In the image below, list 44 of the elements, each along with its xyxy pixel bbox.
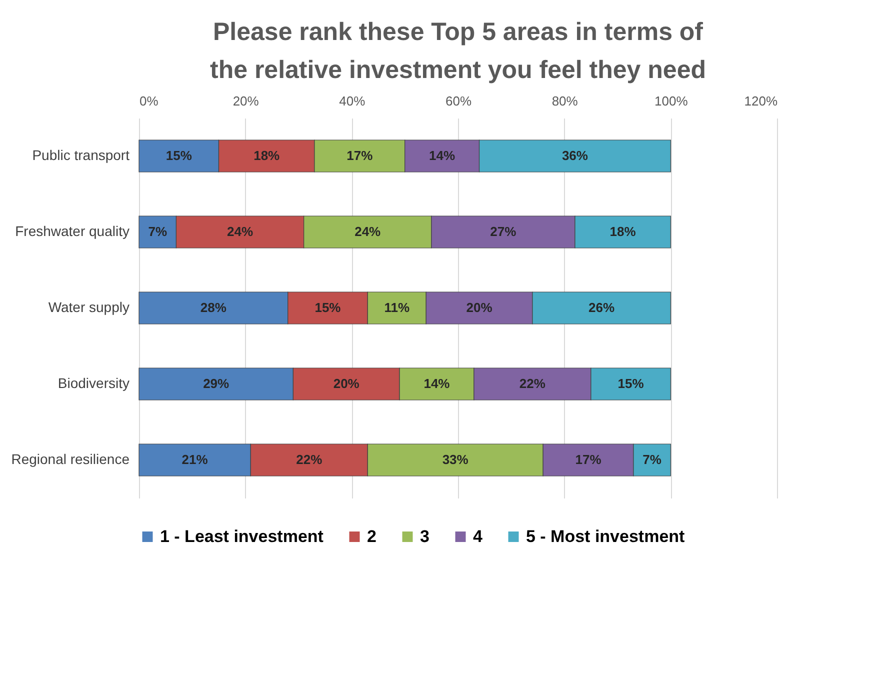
data-label: 20% xyxy=(333,376,360,391)
data-label: 27% xyxy=(490,224,517,239)
data-label: 24% xyxy=(354,224,382,239)
y-tick-label: Freshwater quality xyxy=(15,223,130,239)
data-label: 15% xyxy=(166,148,192,163)
data-label: 33% xyxy=(442,452,469,467)
data-label: 18% xyxy=(610,224,636,239)
legend-label: 2 xyxy=(367,526,376,546)
x-tick-label: 0% xyxy=(140,94,159,108)
data-label: 22% xyxy=(296,452,323,467)
data-label: 17% xyxy=(346,148,374,163)
data-label: 29% xyxy=(203,376,230,391)
data-label: 15% xyxy=(314,300,342,315)
x-tick-label: 60% xyxy=(445,94,472,108)
x-tick-label: 20% xyxy=(232,94,260,108)
data-label: 18% xyxy=(254,148,280,163)
data-label: 7% xyxy=(642,452,662,467)
x-tick-label: 100% xyxy=(654,94,688,108)
x-tick-label: 120% xyxy=(744,94,778,108)
y-tick-label: Water supply xyxy=(48,299,130,315)
data-label: 26% xyxy=(588,300,615,315)
data-label: 36% xyxy=(562,148,588,163)
text: the relative investment you feel they need xyxy=(210,56,706,84)
y-tick-label: Public transport xyxy=(32,147,130,163)
data-label: 14% xyxy=(429,148,456,163)
data-label: 17% xyxy=(575,452,602,467)
data-label: 21% xyxy=(182,452,208,467)
data-label: 7% xyxy=(148,224,168,239)
data-label: 28% xyxy=(200,300,227,315)
data-label: 22% xyxy=(519,376,546,391)
data-label: 11% xyxy=(384,300,410,315)
data-label: 14% xyxy=(424,376,450,391)
y-tick-label: Regional resilience xyxy=(11,451,130,467)
legend-label: 3 xyxy=(420,526,430,546)
legend-label: 5 - Most investment xyxy=(526,526,686,546)
text: Please rank these Top 5 areas in terms of xyxy=(212,18,704,46)
legend-label: 4 xyxy=(473,526,483,546)
legend-label: 1 - Least investment xyxy=(160,526,324,546)
x-tick-label: 40% xyxy=(339,94,366,108)
x-tick-label: 80% xyxy=(552,94,578,108)
data-label: 24% xyxy=(227,224,254,239)
data-label: 15% xyxy=(618,376,644,391)
data-label: 20% xyxy=(466,300,493,315)
y-tick-label: Biodiversity xyxy=(58,375,130,391)
